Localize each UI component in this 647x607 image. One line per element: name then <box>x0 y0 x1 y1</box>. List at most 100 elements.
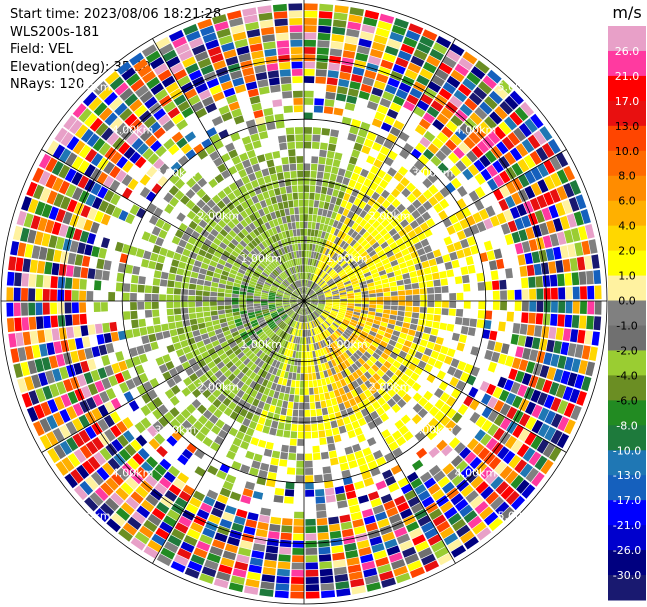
radar-gate <box>345 201 353 210</box>
radar-gate <box>356 191 365 200</box>
radar-gate <box>332 273 339 280</box>
radar-gate <box>345 550 359 559</box>
radar-gate <box>281 313 287 319</box>
radar-gate <box>305 287 308 294</box>
radar-gate <box>338 387 346 396</box>
radar-gate <box>315 319 320 326</box>
radar-gate <box>257 521 269 531</box>
radar-gate <box>339 292 347 296</box>
radar-gate <box>325 295 333 298</box>
radar-gate <box>387 150 398 161</box>
radar-gate <box>392 430 402 441</box>
radar-gate <box>269 322 276 329</box>
radar-gate <box>78 429 91 444</box>
radar-gate <box>465 490 479 503</box>
radar-gate <box>310 229 315 237</box>
radar-gate <box>318 364 323 372</box>
radar-gate <box>391 403 401 413</box>
radar-gate <box>111 513 126 527</box>
radar-gate <box>537 163 549 178</box>
radar-gate <box>377 563 392 574</box>
radar-gate <box>305 526 317 534</box>
radar-gate <box>304 54 316 62</box>
radar-gate <box>420 166 432 177</box>
radar-gate <box>324 306 332 310</box>
radar-gate <box>318 270 324 277</box>
radar-gate <box>419 339 428 347</box>
radar-gate <box>304 301 306 308</box>
radar-gate <box>521 240 531 253</box>
radar-gate <box>268 405 276 413</box>
radar-gate <box>308 280 312 288</box>
radar-gate <box>319 371 325 379</box>
radar-gate <box>437 552 453 566</box>
radar-gate <box>296 314 300 322</box>
radar-gate <box>235 431 245 440</box>
radar-gate <box>321 590 336 599</box>
radar-gate <box>388 482 400 493</box>
radar-gate <box>314 229 319 237</box>
radar-gate <box>251 414 260 423</box>
radar-gate <box>249 467 259 476</box>
radar-gate <box>292 321 297 328</box>
radar-gate <box>368 311 376 316</box>
radar-gate <box>304 39 316 47</box>
radar-gate <box>174 522 189 534</box>
radar-gate <box>567 343 577 357</box>
radar-gate <box>338 337 345 344</box>
radar-gate <box>467 164 480 176</box>
radar-gate <box>334 265 342 272</box>
radar-gate <box>571 272 580 286</box>
radar-gate <box>392 347 401 355</box>
radar-gate <box>357 274 365 280</box>
radar-gate <box>357 433 366 443</box>
radar-gate <box>369 94 381 104</box>
radar-gate <box>329 260 336 267</box>
radar-gate <box>347 257 355 265</box>
radar-gate <box>508 454 522 469</box>
radar-gate <box>439 187 450 198</box>
radar-gate <box>307 280 310 287</box>
radar-gate <box>253 383 262 392</box>
radar-gate <box>347 564 362 574</box>
radar-gate <box>513 127 527 142</box>
radar-gate <box>490 270 499 281</box>
radar-gate <box>308 251 312 258</box>
radar-gate <box>105 477 119 491</box>
radar-gate <box>455 109 468 122</box>
radar-gate <box>242 418 251 427</box>
radar-gate <box>550 353 560 367</box>
radar-gate <box>304 388 309 395</box>
radar-gate <box>581 240 591 255</box>
radar-gate <box>512 424 524 438</box>
radar-gate <box>329 314 336 319</box>
radar-gate <box>304 301 311 303</box>
radar-gate <box>288 319 294 326</box>
radar-gate <box>312 141 320 149</box>
radar-gate <box>459 504 473 518</box>
radar-gate <box>336 328 344 335</box>
radar-gate <box>362 327 370 334</box>
radar-gate <box>335 581 350 590</box>
radar-gate <box>421 496 435 508</box>
radar-gate <box>245 386 254 395</box>
radar-gate <box>310 303 318 306</box>
radar-gate <box>265 372 272 381</box>
radar-gate <box>504 233 514 246</box>
radar-gate <box>278 392 285 400</box>
radar-gate <box>164 490 178 502</box>
radar-gate <box>376 301 384 305</box>
radar-gate <box>193 378 203 388</box>
radar-gate <box>376 292 384 297</box>
radar-gate <box>438 210 448 221</box>
radar-gate <box>537 392 548 406</box>
radar-gate <box>469 399 480 411</box>
radar-gate <box>352 518 365 528</box>
radar-gate <box>304 207 309 214</box>
radar-gate <box>291 320 296 327</box>
radar-gate <box>305 308 308 315</box>
radar-gate <box>381 429 391 439</box>
radar-gate <box>495 501 510 516</box>
radar-gate <box>304 344 307 352</box>
radar-gate <box>195 431 206 442</box>
